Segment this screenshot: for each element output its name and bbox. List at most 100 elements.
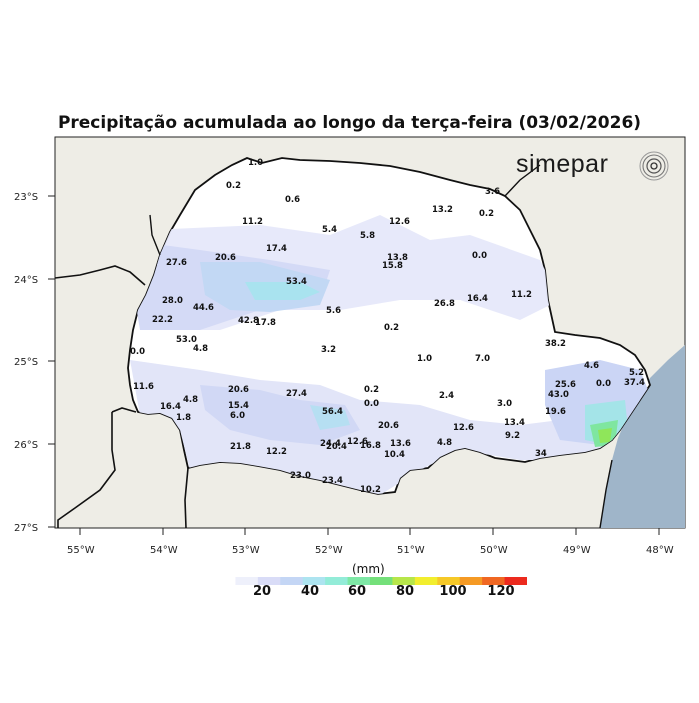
station-value: 1.0 — [417, 354, 432, 364]
station-value: 0.0 — [472, 251, 487, 261]
station-value: 21.8 — [230, 442, 251, 452]
station-value: 13.6 — [390, 439, 411, 449]
brand-logo-text: simepar — [516, 150, 609, 178]
station-value: 34 — [535, 449, 547, 459]
lat-label: 23°S — [14, 192, 38, 203]
station-value: 0.2 — [384, 323, 399, 333]
station-value: 11.2 — [511, 290, 532, 300]
border-argentina — [111, 407, 137, 413]
station-value: 3.6 — [485, 187, 500, 197]
colorbar-segment — [437, 577, 461, 585]
station-value: 3.0 — [497, 399, 512, 409]
legend-tick: 100 — [439, 584, 467, 599]
station-value: 17.8 — [255, 318, 276, 328]
station-value: 53.4 — [286, 277, 307, 287]
station-value: 23.4 — [322, 476, 343, 486]
station-value: 0.2 — [364, 385, 379, 395]
station-value: 1.8 — [176, 413, 191, 423]
station-value: 0.2 — [479, 209, 494, 219]
colorbar-segment — [257, 577, 281, 585]
station-value: 44.6 — [193, 303, 214, 313]
atlantic-ocean — [600, 345, 685, 528]
lat-label: 24°S — [14, 275, 38, 286]
station-value: 12.2 — [266, 447, 287, 457]
station-value: 27.4 — [286, 389, 307, 399]
precipitation-shading — [128, 215, 650, 494]
station-value: 5.2 — [629, 368, 644, 378]
station-value: 19.6 — [545, 407, 566, 417]
station-value: 11.2 — [242, 217, 263, 227]
legend-tick: 120 — [487, 584, 515, 599]
colorbar — [213, 577, 527, 585]
colorbar-segment — [235, 577, 259, 585]
station-value: 23.0 — [290, 471, 311, 481]
border-sc-south — [184, 467, 189, 529]
legend-unit: (mm) — [352, 562, 385, 576]
lon-label: 53°W — [232, 545, 260, 556]
station-value: 7.0 — [475, 354, 490, 364]
station-value: 0.0 — [130, 347, 145, 357]
station-value: 38.2 — [545, 339, 566, 349]
latitude-axis: 23°S 24°S 25°S 26°S 27°S — [14, 192, 55, 534]
station-value: 22.2 — [152, 315, 173, 325]
station-value: 27.6 — [166, 258, 187, 268]
station-value: 6.0 — [230, 411, 245, 421]
border-sc-west — [57, 412, 116, 528]
station-value: 26.8 — [434, 299, 455, 309]
station-value: 12.6 — [347, 437, 368, 447]
station-value: 0.2 — [226, 181, 241, 191]
station-value: 4.8 — [437, 438, 452, 448]
station-value: 9.2 — [505, 431, 520, 441]
station-value: 4.8 — [183, 395, 198, 405]
station-value: 5.8 — [360, 231, 375, 241]
station-value: 15.8 — [382, 261, 403, 271]
lon-label: 55°W — [67, 545, 95, 556]
station-value: 2.4 — [439, 391, 454, 401]
station-value: 42.8 — [238, 316, 259, 326]
border-paraguay — [54, 265, 146, 286]
station-value: 3.2 — [321, 345, 336, 355]
station-value: 4.8 — [193, 344, 208, 354]
colorbar-segment — [280, 577, 304, 585]
lon-label: 52°W — [315, 545, 343, 556]
station-value: 12.6 — [389, 217, 410, 227]
station-value: 17.4 — [266, 244, 287, 254]
border-sp — [504, 164, 541, 197]
station-value: 43.0 — [548, 390, 569, 400]
station-value: 1.0 — [248, 158, 263, 168]
coastline — [599, 459, 613, 529]
station-value: 24.4 — [320, 439, 341, 449]
station-value: 20.6 — [228, 385, 249, 395]
station-value: 37.4 — [624, 378, 645, 388]
station-value: 0.0 — [364, 399, 379, 409]
legend-tick: 20 — [252, 584, 272, 599]
station-value: 5.6 — [326, 306, 341, 316]
station-value: 20.6 — [378, 421, 399, 431]
station-value: 15.4 — [228, 401, 249, 411]
station-value: 53.0 — [176, 335, 197, 345]
colorbar-segment — [370, 577, 393, 585]
station-value: 12.6 — [453, 423, 474, 433]
station-value: 13.4 — [504, 418, 525, 428]
station-value: 11.6 — [133, 382, 154, 392]
lon-label: 49°W — [563, 545, 591, 556]
colorbar-segment — [482, 577, 506, 585]
colorbar-segment — [302, 577, 326, 585]
station-value: 20.4 — [326, 442, 347, 452]
colorbar-segment — [392, 577, 416, 585]
station-value: 20.6 — [215, 253, 236, 263]
station-value: 13.2 — [432, 205, 453, 215]
colorbar-segment — [459, 577, 483, 585]
station-value: 56.4 — [322, 407, 343, 417]
station-value: 28.0 — [162, 296, 183, 306]
station-value: 16.4 — [467, 294, 488, 304]
legend-tick: 60 — [347, 584, 367, 599]
border-ms — [149, 214, 161, 256]
longitude-axis: 55°W 54°W 53°W 52°W 51°W 50°W 49°W 48°W — [67, 528, 674, 556]
station-value: 4.6 — [584, 361, 599, 371]
station-value: 5.4 — [322, 225, 337, 235]
station-value: 0.0 — [596, 379, 611, 389]
colorbar-segment — [213, 577, 236, 585]
